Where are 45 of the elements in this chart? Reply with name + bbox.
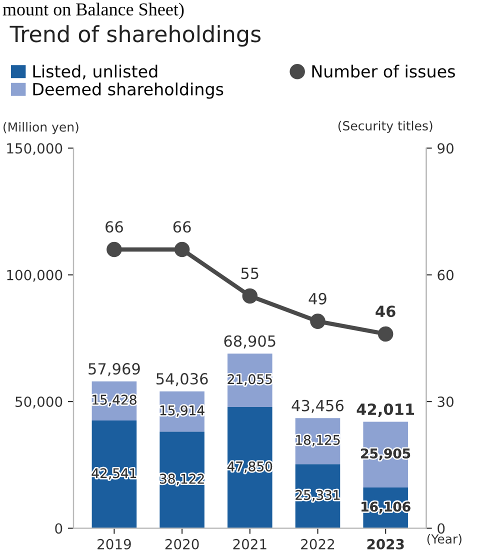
x-tick-label: 2020	[165, 538, 199, 550]
data-label: 66	[106, 221, 123, 233]
bar	[92, 420, 137, 528]
total-label: 42,011	[356, 403, 414, 417]
text: mount on Balance Sheet)	[2, 2, 184, 20]
bar	[160, 432, 204, 528]
data-label: 38,122	[160, 474, 204, 486]
y-tick-label: 0	[55, 523, 62, 534]
chart-title: Trend of shareholdings	[10, 25, 261, 47]
point	[378, 326, 394, 342]
point	[106, 242, 122, 258]
point	[174, 242, 190, 258]
y2-tick-label: 60	[438, 270, 454, 280]
data-label: 25,331	[296, 490, 340, 502]
x-tick-label: 2021	[233, 538, 266, 550]
total-label: 43,456	[292, 400, 344, 413]
legend-label: Number of issues	[312, 64, 455, 78]
total-label: 68,905	[224, 335, 276, 348]
y2-tick-label: 30	[438, 396, 454, 408]
y2-tick-label: 0	[438, 523, 445, 534]
data-label: 66	[173, 221, 191, 233]
y-tick-label: 100,000	[7, 270, 62, 282]
legend-label: Listed, unlisted	[33, 64, 158, 80]
data-label: 46	[376, 306, 396, 318]
y-tick-label: 150,000	[7, 143, 62, 156]
data-label: 49	[308, 292, 326, 304]
y2-axis-title: (Security titles)	[338, 120, 432, 133]
point	[310, 314, 326, 329]
legend-label: Deemed shareholdings	[33, 82, 224, 99]
y-axis-title: (Million yen)	[4, 122, 78, 134]
x-tick-label: 2023	[367, 538, 404, 550]
x-tick-label: 2022	[301, 538, 334, 550]
bar	[228, 406, 272, 528]
data-label: 55	[241, 268, 258, 280]
total-label: 57,969	[88, 363, 140, 376]
x-axis-title: (Year)	[427, 534, 462, 546]
data-label: 21,055	[228, 374, 272, 386]
data-label: 18,125	[296, 434, 340, 446]
point	[242, 288, 258, 304]
data-label: 15,428	[92, 394, 136, 406]
x-tick-label: 2019	[98, 538, 131, 550]
total-label: 54,036	[156, 373, 208, 386]
data-label: 15,914	[160, 405, 204, 417]
y-tick-label: 50,000	[16, 396, 62, 408]
y2-tick-label: 90	[438, 143, 454, 154]
